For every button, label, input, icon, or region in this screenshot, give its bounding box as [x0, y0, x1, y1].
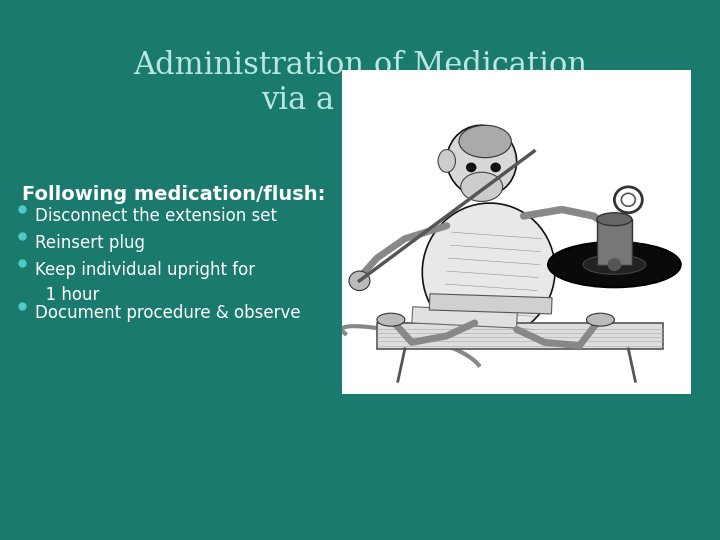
- Ellipse shape: [597, 213, 632, 226]
- Circle shape: [466, 163, 477, 172]
- Ellipse shape: [459, 125, 511, 158]
- Text: Keep individual upright for
  1 hour: Keep individual upright for 1 hour: [35, 261, 255, 304]
- Bar: [429, 294, 552, 314]
- Ellipse shape: [461, 172, 503, 201]
- Circle shape: [490, 163, 501, 172]
- Bar: [342, 70, 691, 394]
- Ellipse shape: [438, 150, 456, 172]
- Circle shape: [608, 258, 621, 271]
- Text: Disconnect the extension set: Disconnect the extension set: [35, 207, 277, 225]
- Ellipse shape: [446, 125, 517, 197]
- Text: Document procedure & observe: Document procedure & observe: [35, 304, 301, 322]
- Ellipse shape: [377, 313, 405, 326]
- Ellipse shape: [422, 203, 555, 339]
- Ellipse shape: [548, 242, 680, 287]
- Text: via a G- tube: via a G- tube: [261, 85, 459, 116]
- Text: Administration of Medication: Administration of Medication: [133, 50, 587, 81]
- Bar: [597, 219, 632, 265]
- Text: Reinsert plug: Reinsert plug: [35, 234, 145, 252]
- Bar: [412, 307, 518, 328]
- Text: Following medication/flush:: Following medication/flush:: [22, 185, 325, 204]
- Ellipse shape: [583, 255, 646, 274]
- Circle shape: [349, 271, 370, 291]
- Ellipse shape: [586, 313, 614, 326]
- Circle shape: [600, 219, 621, 239]
- Bar: [377, 323, 663, 349]
